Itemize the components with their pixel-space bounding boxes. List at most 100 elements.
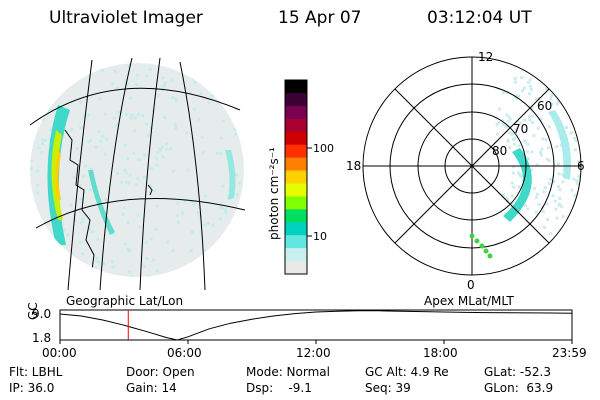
speckle-dot xyxy=(573,193,577,197)
speckle-dot xyxy=(218,217,222,221)
x-tick-label-1200: 12:00 xyxy=(296,346,331,360)
speckle-dot xyxy=(514,127,518,131)
speckle-dot xyxy=(541,137,545,141)
speckle-dot xyxy=(222,85,226,89)
mlt-label-6: 6 xyxy=(577,159,585,173)
speckle-dot xyxy=(534,196,538,200)
speckle-dot xyxy=(193,80,197,84)
speckle-dot xyxy=(501,91,505,95)
x-tick-label-2359: 23:59 xyxy=(552,346,587,360)
altitude-chart-frame xyxy=(59,309,573,341)
speckle-dot xyxy=(551,194,555,198)
speckle-dot xyxy=(573,148,577,152)
speckle-dot xyxy=(105,137,109,141)
speckle-dot xyxy=(81,266,85,270)
speckle-dot xyxy=(136,176,140,180)
speckle-dot xyxy=(223,210,227,214)
speckle-dot xyxy=(545,87,549,91)
speckle-dot xyxy=(570,188,574,192)
speckle-dot xyxy=(138,225,142,229)
speckle-dot xyxy=(79,221,83,225)
speckle-dot xyxy=(221,119,225,123)
speckle-dot xyxy=(215,151,219,155)
speckle-dot xyxy=(66,71,70,75)
colorbar-band xyxy=(285,144,307,159)
speckle-dot xyxy=(127,181,131,185)
speckle-dot xyxy=(170,95,174,99)
speckle-dot xyxy=(149,237,153,241)
mlt-label-12: 12 xyxy=(478,50,493,64)
speckle-dot xyxy=(99,139,103,143)
speckle-dot xyxy=(89,167,93,171)
speckle-dot xyxy=(510,201,514,205)
speckle-dot xyxy=(546,146,550,150)
speckle-dot xyxy=(526,81,530,85)
speckle-dot xyxy=(135,82,139,86)
altitude-series-line xyxy=(59,310,573,341)
speckle-dot xyxy=(79,240,83,244)
date-label: 15 Apr 07 xyxy=(278,8,362,28)
speckle-dot xyxy=(76,147,80,151)
speckle-dot xyxy=(152,258,156,262)
speckle-dot xyxy=(211,223,215,227)
speckle-dot xyxy=(171,169,175,173)
speckle-dot xyxy=(508,117,512,121)
speckle-dot xyxy=(515,120,519,124)
speckle-dot xyxy=(111,265,115,269)
speckle-dot xyxy=(220,136,224,140)
speckle-dot xyxy=(534,210,538,214)
colorbar-band xyxy=(285,80,307,94)
speckle-dot xyxy=(539,153,543,157)
speckle-dot xyxy=(206,222,210,226)
speckle-dot xyxy=(235,193,239,197)
speckle-dot xyxy=(513,142,517,146)
speckle-dot xyxy=(513,136,517,140)
colorbar-band xyxy=(285,118,307,133)
speckle-dot xyxy=(116,172,120,176)
speckle-dot xyxy=(550,102,554,106)
speckle-dot xyxy=(556,100,560,104)
speckle-dot xyxy=(564,125,568,129)
speckle-dot xyxy=(554,207,558,211)
speckle-dot xyxy=(200,136,204,140)
speckle-dot xyxy=(128,269,132,273)
speckle-dot xyxy=(89,138,93,142)
speckle-dot xyxy=(570,131,574,135)
colorbar-band xyxy=(285,235,307,249)
left-panel-caption: Geographic Lat/Lon xyxy=(66,294,184,308)
speckle-dot xyxy=(201,151,205,155)
speckle-dot xyxy=(527,115,531,119)
speckle-dot xyxy=(83,115,87,119)
speckle-dot xyxy=(35,96,39,100)
speckle-dot xyxy=(506,138,510,142)
speckle-dot xyxy=(577,175,581,179)
speckle-dot xyxy=(526,207,530,211)
speckle-dot xyxy=(97,67,101,71)
speckle-dot xyxy=(519,121,523,125)
speckle-dot xyxy=(506,140,510,144)
speckle-dot xyxy=(183,199,187,203)
speckle-dot xyxy=(523,118,527,122)
speckle-dot xyxy=(163,81,167,85)
speckle-dot xyxy=(93,266,97,270)
x-tick-label-1800: 18:00 xyxy=(423,346,458,360)
speckle-dot xyxy=(219,265,223,269)
speckle-dot xyxy=(157,93,161,97)
speckle-dot xyxy=(533,186,537,190)
speckle-dot xyxy=(30,167,34,171)
time-label: 03:12:04 UT xyxy=(427,8,532,28)
speckle-dot xyxy=(512,165,516,169)
y-axis-label: GC Alt xyxy=(26,300,40,320)
speckle-dot xyxy=(512,185,516,189)
y-tick-label-9.0: 9.0 xyxy=(32,307,51,321)
speckle-dot xyxy=(549,96,553,100)
speckle-dot xyxy=(126,221,130,225)
speckle-dot xyxy=(529,87,533,91)
speckle-dot xyxy=(535,163,539,167)
speckle-dot xyxy=(549,232,553,236)
speckle-dot xyxy=(204,194,208,198)
speckle-dot xyxy=(218,205,222,209)
speckle-dot xyxy=(126,82,130,86)
speckle-dot xyxy=(69,128,73,132)
speckle-dot xyxy=(47,261,51,265)
